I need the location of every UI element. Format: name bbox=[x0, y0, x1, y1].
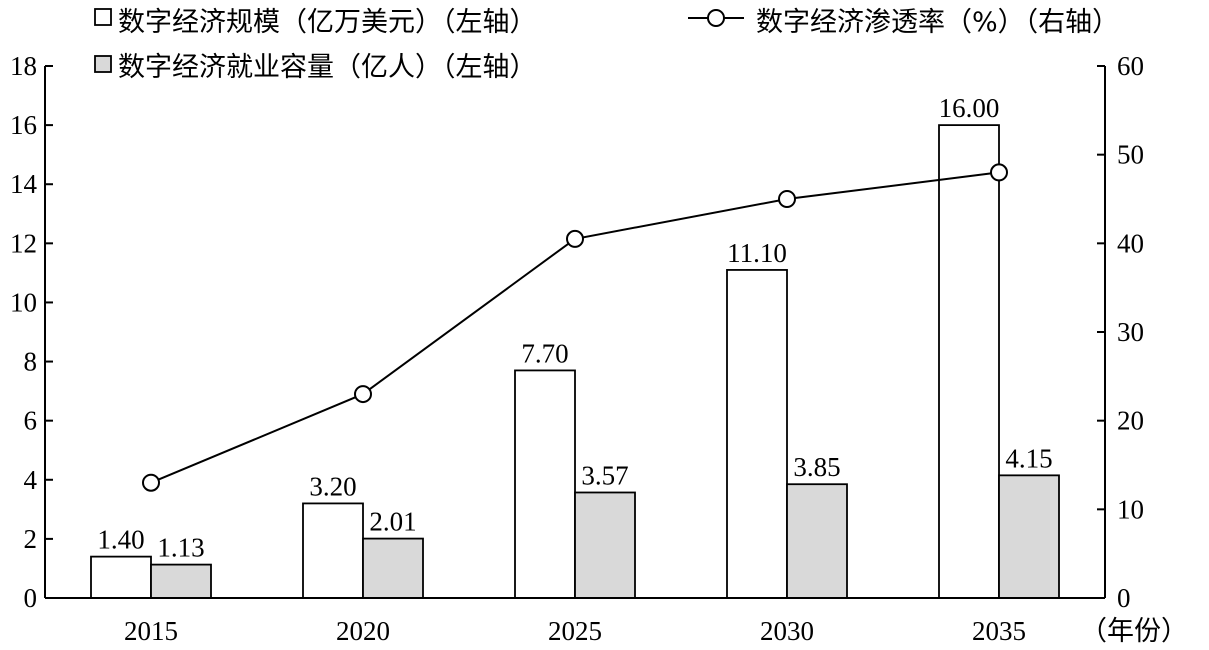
penetration-point-2015 bbox=[142, 473, 160, 492]
bar-scale-2015 bbox=[90, 555, 152, 599]
legend-label-penetration: 数字经济渗透率（%）（右轴） bbox=[756, 7, 1119, 38]
legend-swatch-scale bbox=[94, 8, 112, 26]
right-tick-label-60: 60 bbox=[1117, 51, 1144, 81]
bar-labels: 1.40 3.20 7.70 11.10 16.00 1.13 2.01 3.57 3.85 4.… bbox=[97, 93, 1052, 562]
penetration-point-2020 bbox=[354, 385, 372, 404]
bar-scale-2030 bbox=[726, 269, 788, 599]
left-tick-label-16: 16 bbox=[10, 110, 37, 140]
left-tick-label-8: 8 bbox=[24, 347, 38, 377]
left-axis-ticks: 0 2 4 6 8 10 12 14 16 18 bbox=[10, 51, 53, 613]
data-label-scale-2030: 11.10 bbox=[727, 238, 787, 268]
legend-swatch-employment bbox=[94, 55, 112, 73]
penetration-point-2035 bbox=[990, 163, 1008, 182]
data-label-scale-2015: 1.40 bbox=[97, 525, 144, 555]
legend-label-scale: 数字经济规模（亿万美元）（左轴） bbox=[118, 7, 537, 38]
data-label-employment-2025: 3.57 bbox=[581, 460, 628, 490]
x-axis-label: （年份） bbox=[1080, 616, 1188, 647]
right-tick-label-30: 30 bbox=[1117, 317, 1144, 347]
right-axis-ticks: 0 10 20 30 40 50 60 bbox=[1097, 51, 1144, 613]
penetration-point-2030 bbox=[778, 190, 796, 208]
right-tick-label-40: 40 bbox=[1117, 228, 1144, 258]
bar-employment-2020 bbox=[362, 537, 424, 599]
left-tick-label-6: 6 bbox=[24, 406, 38, 436]
bar-scale-2020 bbox=[302, 502, 364, 599]
bar-employment-2035 bbox=[998, 474, 1060, 599]
left-tick-label-12: 12 bbox=[10, 228, 37, 258]
data-label-scale-2025: 7.70 bbox=[521, 338, 568, 368]
x-axis-ticks: 2015 2020 2025 2030 2035 bbox=[124, 616, 1026, 646]
data-label-employment-2030: 3.85 bbox=[793, 452, 840, 482]
data-label-scale-2020: 3.20 bbox=[309, 471, 356, 501]
left-tick-label-2: 2 bbox=[24, 524, 38, 554]
bars bbox=[90, 124, 1060, 599]
x-tick-label-2025: 2025 bbox=[548, 616, 602, 646]
bar-employment-2015 bbox=[150, 563, 212, 599]
x-tick-label-2020: 2020 bbox=[336, 616, 390, 646]
penetration-point-2025 bbox=[566, 229, 584, 248]
left-tick-label-0: 0 bbox=[24, 583, 38, 613]
x-tick-label-2035: 2035 bbox=[972, 616, 1026, 646]
data-label-employment-2020: 2.01 bbox=[369, 507, 416, 537]
bar-employment-2030 bbox=[786, 483, 848, 599]
bar-scale-2035 bbox=[938, 124, 1000, 599]
left-tick-label-4: 4 bbox=[24, 465, 38, 495]
x-tick-label-2015: 2015 bbox=[124, 616, 178, 646]
left-tick-label-18: 18 bbox=[10, 51, 37, 81]
right-tick-label-20: 20 bbox=[1117, 406, 1144, 436]
data-label-scale-2035: 16.00 bbox=[939, 93, 1000, 123]
legend: 数字经济规模（亿万美元）（左轴） 数字经济渗透率（%）（右轴） 数字经济就业容量… bbox=[94, 7, 1119, 83]
right-tick-label-50: 50 bbox=[1117, 140, 1144, 170]
left-tick-label-14: 14 bbox=[10, 169, 38, 199]
legend-label-employment: 数字经济就业容量（亿人）（左轴） bbox=[118, 52, 537, 83]
left-tick-label-10: 10 bbox=[10, 287, 37, 317]
data-label-employment-2015: 1.13 bbox=[157, 533, 204, 563]
x-tick-label-2030: 2030 bbox=[760, 616, 814, 646]
legend-marker-penetration bbox=[707, 9, 725, 27]
right-tick-label-0: 0 bbox=[1117, 583, 1131, 613]
line-series bbox=[142, 163, 1008, 492]
bar-scale-2025 bbox=[514, 369, 576, 599]
right-tick-label-10: 10 bbox=[1117, 494, 1144, 524]
data-label-employment-2035: 4.15 bbox=[1005, 443, 1052, 473]
bar-employment-2025 bbox=[574, 491, 636, 599]
